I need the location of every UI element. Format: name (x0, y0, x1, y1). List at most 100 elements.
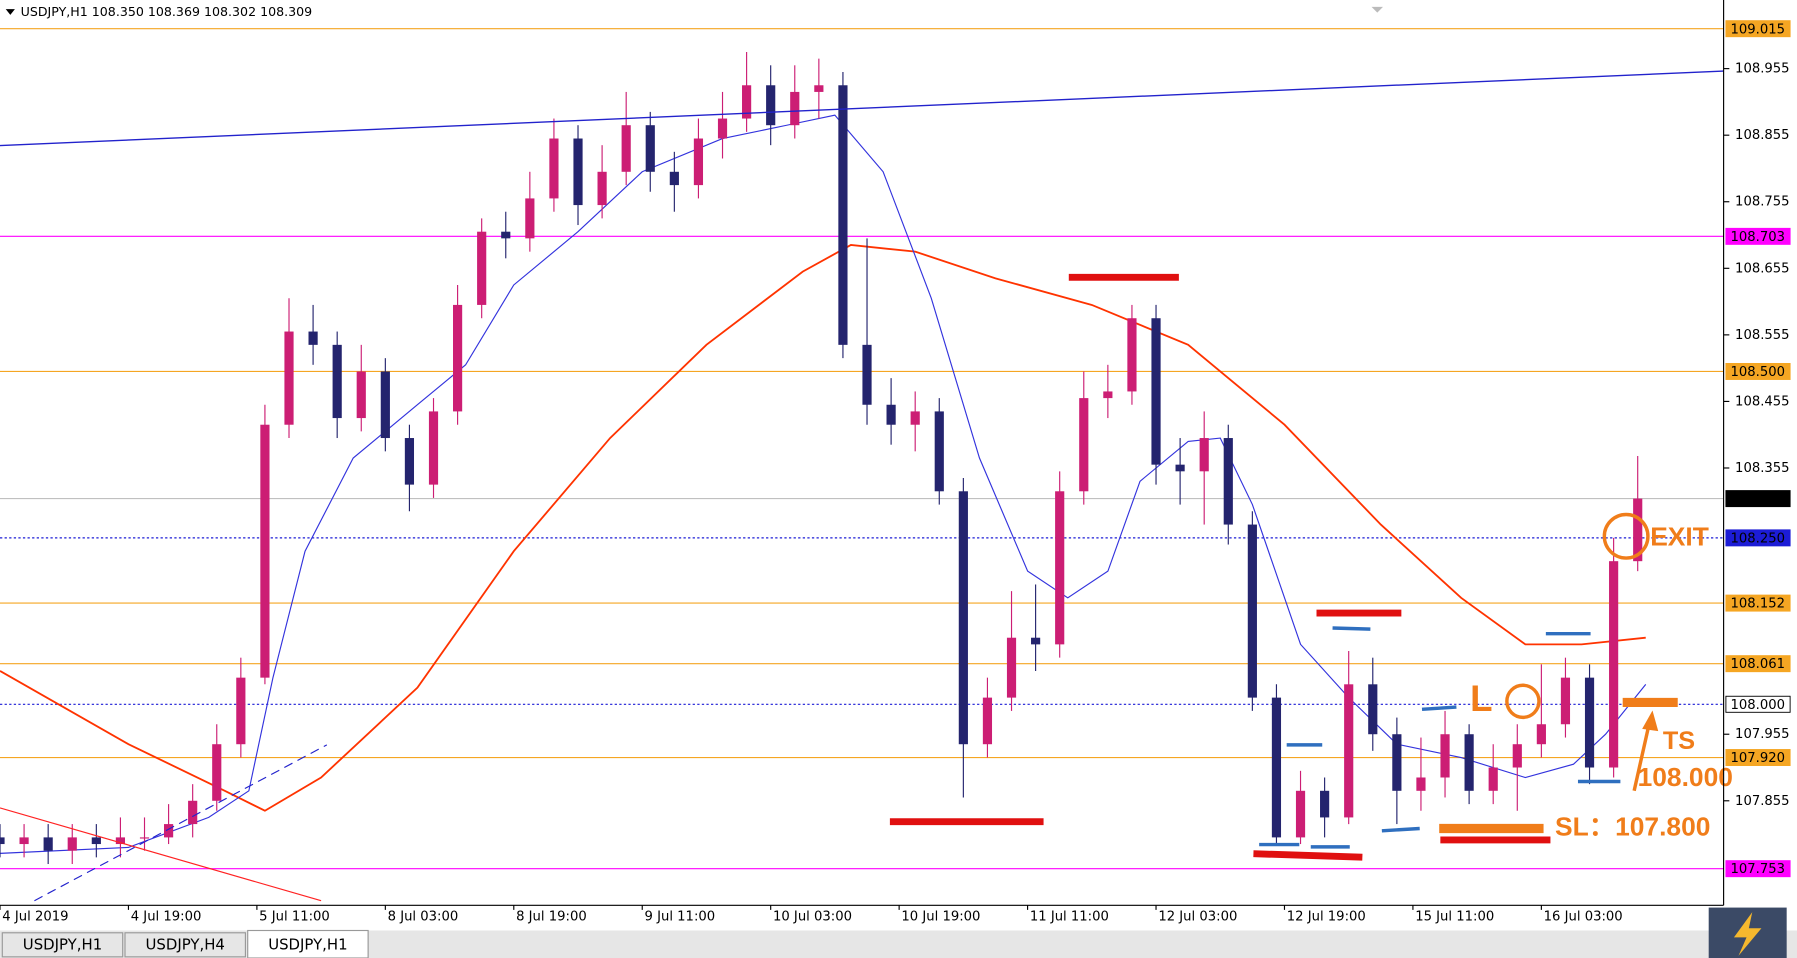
y-tick-label: 107.955 (1735, 727, 1790, 742)
y-tick-label: 108.655 (1735, 261, 1790, 276)
candle-body (1536, 724, 1546, 745)
x-tick-label: 12 Jul 03:00 (1158, 910, 1237, 925)
exit-circle (1602, 512, 1650, 560)
mark-bar (1421, 705, 1457, 712)
candle-body (958, 491, 968, 745)
candle-body (212, 744, 222, 801)
y-tick-label: 108.955 (1735, 62, 1790, 77)
arrow (1632, 723, 1651, 792)
y-tick-label: 107.855 (1735, 794, 1790, 809)
x-tick-label: 10 Jul 03:00 (773, 910, 852, 925)
candle-body (717, 118, 728, 139)
candle-body (332, 344, 342, 419)
candle-body (1512, 744, 1522, 768)
candle-body (260, 424, 270, 678)
candle-body (501, 231, 511, 239)
candle-body (1416, 777, 1426, 791)
candle-body (910, 411, 920, 425)
candle-body (573, 138, 583, 206)
candle-body (1440, 734, 1450, 778)
x-tick-label: 4 Jul 2019 (2, 910, 68, 925)
candle-body (356, 371, 366, 419)
candle-body (1127, 318, 1137, 392)
price-tag (1725, 655, 1791, 673)
candle-body (1079, 398, 1089, 492)
x-tick-label: 11 Jul 11:00 (1030, 910, 1109, 925)
candle-body (1488, 767, 1498, 791)
price-tag-label: 108.500 (1730, 365, 1785, 380)
price-tag (1725, 529, 1791, 547)
price-tag-label: 108.061 (1730, 657, 1785, 672)
resistance-marks (889, 273, 1551, 861)
logo-bolt (1733, 912, 1762, 956)
candle-body (982, 697, 993, 745)
candle-body (1031, 637, 1041, 645)
candle-body (115, 837, 126, 845)
trendline (0, 807, 322, 902)
y-tick-label: 108.355 (1735, 461, 1790, 476)
candle-body (790, 91, 800, 126)
mark-bar (1332, 626, 1371, 631)
candle-body (1199, 438, 1209, 472)
mark-bar (1381, 826, 1420, 833)
candle-body (91, 837, 101, 845)
x-tick-label: 15 Jul 11:00 (1415, 910, 1494, 925)
candle-body (1055, 491, 1065, 645)
tab[interactable] (247, 929, 369, 958)
price-tag (1725, 594, 1791, 612)
candle-body (236, 677, 246, 745)
candle-body (477, 231, 487, 305)
candle-body (453, 304, 463, 412)
candle-body (1464, 734, 1474, 791)
candle-body (886, 404, 896, 425)
entry-circle (1505, 683, 1541, 720)
candle-body (1223, 438, 1233, 525)
trendline (34, 744, 328, 902)
ts-value: 108.000 (1638, 762, 1733, 792)
candle-body (428, 411, 439, 485)
price-tag-label: 109.015 (1730, 22, 1785, 37)
candle-body (139, 837, 150, 839)
candle-body (380, 371, 390, 439)
candle-body (669, 171, 679, 186)
price-tag (1725, 860, 1791, 878)
y-tick-label: 108.455 (1735, 394, 1790, 409)
candle-body (1295, 790, 1306, 838)
x-tick-label: 8 Jul 19:00 (516, 910, 587, 925)
drawings: L EXIT TS 108.000 SL：107.800 (0, 70, 1733, 902)
price-tag (1725, 227, 1791, 245)
candle-body (1609, 561, 1619, 768)
candle-body (1006, 637, 1017, 698)
symbol-info: USDJPY,H1 108.350 108.369 108.302 108.30… (21, 4, 313, 19)
price-tag-label: 108.309 (1730, 492, 1785, 507)
tab[interactable] (124, 932, 246, 958)
x-tick-label: 12 Jul 19:00 (1287, 910, 1366, 925)
scroll-marker (1371, 6, 1384, 13)
candle-body (284, 331, 294, 425)
ts-label: TS (1663, 727, 1695, 755)
candle-body (766, 85, 776, 126)
candle-body (1175, 464, 1185, 472)
x-tick-label: 10 Jul 19:00 (901, 910, 980, 925)
candle-body (404, 438, 415, 485)
candle-body (1392, 734, 1402, 791)
candle-body (525, 198, 535, 239)
candle-body (645, 125, 655, 172)
candle-body (1584, 677, 1595, 768)
tab[interactable] (1, 932, 124, 958)
candle-body (934, 411, 944, 492)
x-tick-label: 16 Jul 03:00 (1544, 910, 1623, 925)
price-tag (1725, 362, 1791, 380)
trendline (0, 70, 1724, 147)
candle-body (164, 824, 174, 838)
menu-triangle[interactable] (5, 9, 15, 15)
candle-body (1320, 790, 1330, 818)
plot (0, 51, 1647, 865)
candle-body (621, 125, 631, 172)
price-tag-label: 107.920 (1730, 751, 1785, 766)
long-label: L (1470, 678, 1492, 719)
candle-body (1271, 697, 1282, 838)
